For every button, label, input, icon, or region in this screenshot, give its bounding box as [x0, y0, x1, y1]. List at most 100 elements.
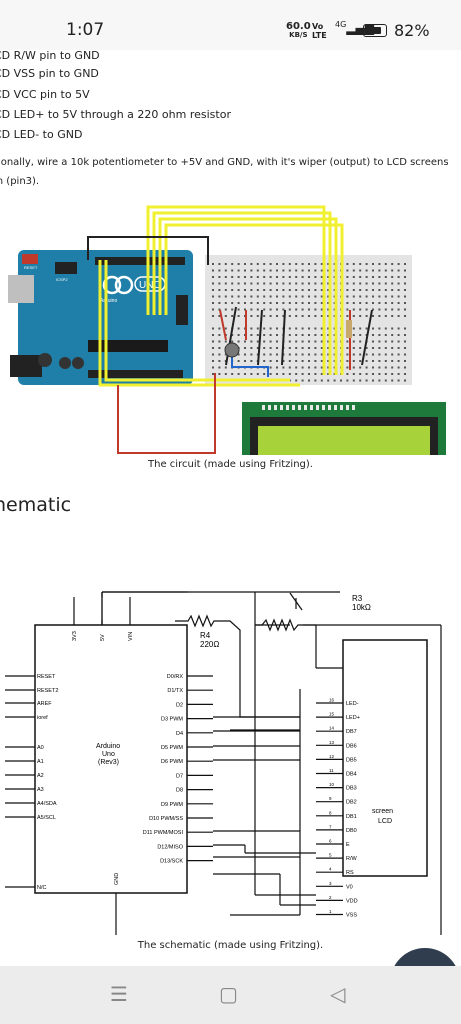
- pin-label: D10 PWM/SS: [149, 816, 183, 822]
- pin-label: A3: [37, 787, 44, 793]
- pin-label: A4/SDA: [37, 801, 57, 807]
- schematic-image[interactable]: Arduino Uno (Rev3) screen LCD R3 10kΩ R4…: [0, 535, 461, 935]
- pin-number: 7: [329, 824, 332, 829]
- pin-label: DB4: [346, 772, 357, 778]
- recents-icon[interactable]: ☰: [110, 982, 128, 1006]
- lcd-title: LCD: [378, 818, 392, 825]
- schematic-caption: The schematic (made using Fritzing).: [137, 940, 324, 951]
- pin-label: VIN: [128, 632, 134, 641]
- pin-number: 6: [329, 839, 332, 844]
- network-speed: 60.0 KB/S: [286, 21, 311, 40]
- list-item: CD VSS pin to GND: [0, 67, 99, 80]
- r4-value: 220Ω: [200, 640, 219, 649]
- pin-label: D7: [176, 773, 183, 779]
- paragraph-line: tionally, wire a 10k potentiometer to +5…: [0, 157, 449, 168]
- pin-label: A5/SCL: [37, 815, 56, 821]
- pin-label: DB3: [346, 786, 357, 792]
- arduino-logo-icon: [102, 275, 122, 295]
- wiper-wire: [231, 355, 269, 377]
- pin-number: 5: [329, 853, 332, 858]
- pin-number: 1: [329, 909, 332, 914]
- pin-number: 12: [329, 754, 335, 759]
- breadboard: [205, 255, 412, 385]
- pin-label: VDD: [346, 898, 358, 904]
- pin-label: 5V: [100, 634, 106, 641]
- pin-label: E: [346, 842, 350, 848]
- back-icon[interactable]: ◁: [330, 982, 346, 1006]
- status-time: 1:07: [66, 20, 105, 40]
- pin-label: GND: [114, 873, 120, 885]
- list-item: CD LED- to GND: [0, 128, 83, 141]
- pin-number: 15: [329, 712, 335, 717]
- pin-label: 3V3: [72, 631, 78, 641]
- pin-label: D8: [176, 788, 183, 794]
- pin-label: LED+: [346, 715, 360, 721]
- pin-label: LED-: [346, 701, 359, 707]
- usb-port: [8, 275, 34, 303]
- battery-icon: [363, 24, 387, 37]
- pin-label: VSS: [346, 913, 357, 919]
- pin-number: 13: [329, 740, 335, 745]
- section-heading: hematic: [0, 494, 72, 516]
- microcontroller-chip: [88, 340, 168, 352]
- ground-wires: [87, 236, 373, 366]
- pin-label: D2: [176, 702, 183, 708]
- reset-button: [22, 254, 38, 264]
- pin-label: A2: [37, 773, 44, 779]
- article-content: CD R/W pin to GND CD VSS pin to GND CD V…: [0, 50, 461, 966]
- digital-header: [95, 257, 185, 265]
- pin-number: 9: [329, 796, 332, 801]
- pin-label: D6 PWM: [161, 759, 183, 765]
- pin-label: AREF: [37, 701, 52, 707]
- pin-label: D4: [176, 731, 183, 737]
- pin-label: RESET: [37, 674, 56, 680]
- pin-label: D5 PWM: [161, 745, 183, 751]
- pin-label: DB6: [346, 743, 357, 749]
- pin-label: DB5: [346, 757, 357, 763]
- pin-label: ioref: [37, 715, 48, 721]
- reset-label: RESET: [24, 265, 38, 270]
- board-label: UNO: [139, 280, 161, 291]
- paragraph-line: in (pin3).: [0, 176, 40, 187]
- pin-number: 10: [329, 782, 335, 787]
- circuit-image[interactable]: RESET ICSP2 UNO Arduino: [0, 195, 461, 455]
- r3-name: R3: [352, 594, 363, 603]
- pin-label: D9 PWM: [161, 802, 183, 808]
- pin-label: DB1: [346, 814, 357, 820]
- circuit-caption: The circuit (made using Fritzing).: [148, 459, 313, 470]
- navigation-bar: ☰ ▢ ◁: [0, 966, 461, 1024]
- home-icon[interactable]: ▢: [219, 982, 238, 1006]
- pin-label: R/W: [346, 856, 358, 862]
- pin-label: RS: [346, 870, 354, 876]
- pin-label: A1: [37, 759, 44, 765]
- pin-number: 3: [329, 881, 332, 886]
- lcd-display: [258, 426, 430, 455]
- pin-label: D13/SCK: [160, 859, 183, 865]
- pin-label: D1/TX: [167, 688, 183, 694]
- pin-number: 4: [329, 867, 332, 872]
- pin-number: 14: [329, 726, 335, 731]
- pin-label: D3 PWM: [161, 717, 183, 723]
- pin-label: N/C: [37, 885, 47, 891]
- arduino-title: Uno: [102, 751, 115, 758]
- list-item: CD R/W pin to GND: [0, 50, 100, 62]
- pin-label: V0: [346, 884, 353, 890]
- potentiometer: [224, 342, 240, 358]
- data-wires: [98, 205, 344, 387]
- r4-name: R4: [200, 631, 211, 640]
- resistor: [346, 320, 352, 338]
- pin-label: D12/MISO: [157, 844, 183, 850]
- r3-value: 10kΩ: [352, 603, 371, 612]
- battery-percent: 82%: [394, 21, 430, 40]
- pin-label: DB7: [346, 729, 357, 735]
- arduino-title: (Rev3): [98, 759, 119, 766]
- icsp-label: ICSP2: [56, 277, 68, 282]
- volte-indicator: Vo LTE: [312, 22, 327, 40]
- pin-number: 11: [329, 768, 334, 773]
- pin-number: 16: [329, 698, 335, 703]
- arduino-title: Arduino: [96, 743, 120, 750]
- pin-number: 2: [329, 895, 332, 900]
- pin-label: DB2: [346, 800, 357, 806]
- pin-label: D0/RX: [167, 674, 184, 680]
- list-item: CD VCC pin to 5V: [0, 88, 90, 101]
